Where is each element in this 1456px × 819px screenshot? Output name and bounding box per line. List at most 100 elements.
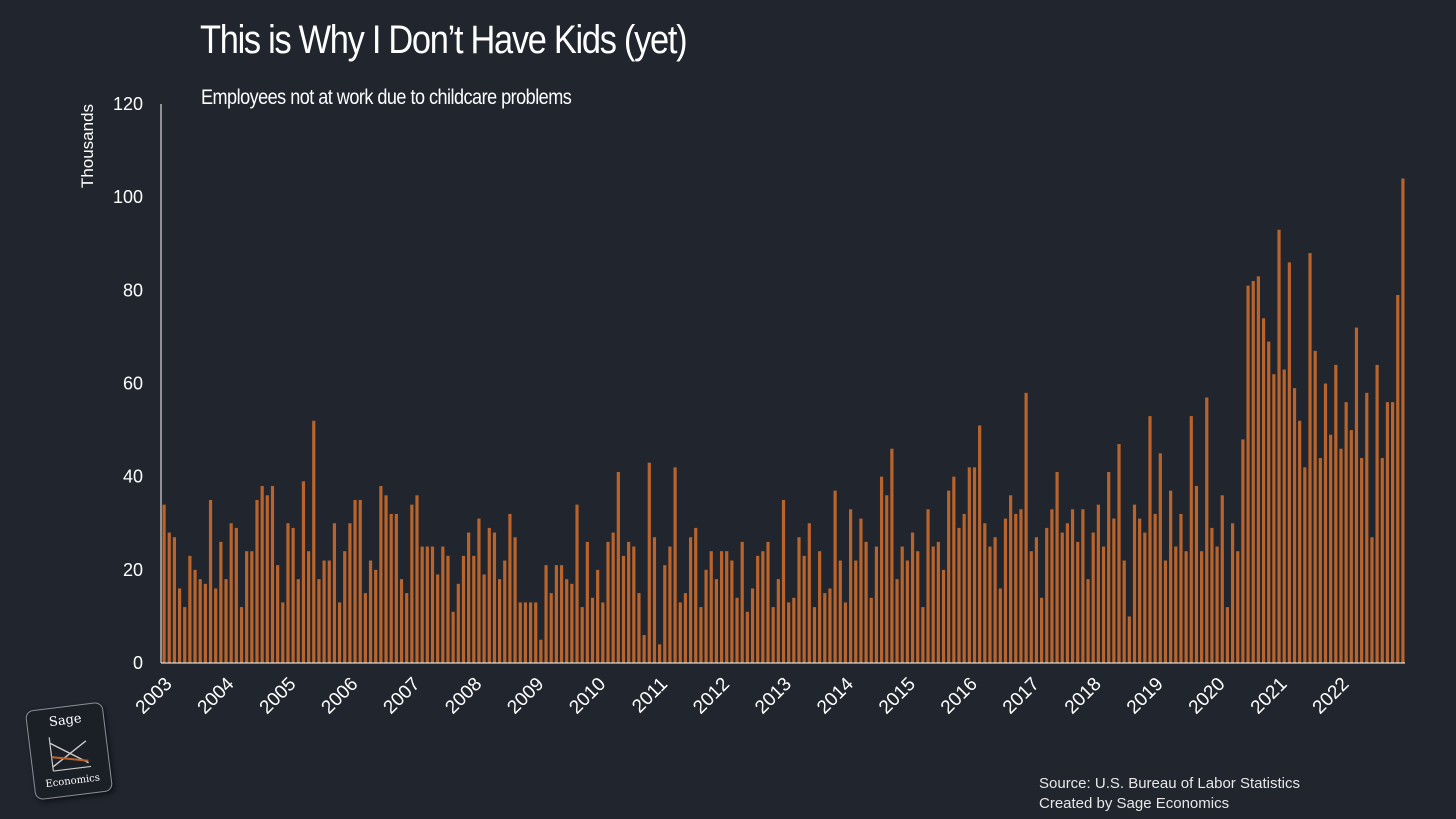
source-line: Source: U.S. Bureau of Labor Statistics xyxy=(1039,775,1300,792)
bar xyxy=(461,555,466,663)
bar xyxy=(477,518,481,663)
bar xyxy=(1107,472,1111,663)
bar xyxy=(503,560,507,663)
bar xyxy=(183,607,187,663)
bar xyxy=(1112,518,1116,663)
bar xyxy=(276,565,280,663)
bar xyxy=(756,555,760,663)
bar xyxy=(921,607,925,663)
bar xyxy=(1287,262,1291,663)
bar xyxy=(854,560,858,663)
bar xyxy=(947,490,951,663)
bar xyxy=(683,593,688,664)
bar xyxy=(694,527,698,663)
x-tick-label: 2014 xyxy=(813,673,858,718)
bar xyxy=(745,611,749,663)
y-tick-label: 80 xyxy=(123,280,143,300)
bar xyxy=(1323,383,1328,663)
x-tick-label: 2017 xyxy=(999,674,1044,719)
bar xyxy=(668,546,672,663)
bar xyxy=(931,546,935,663)
bar xyxy=(1024,392,1028,663)
bar xyxy=(1220,495,1224,663)
bar xyxy=(1122,560,1126,663)
bar xyxy=(869,597,873,663)
x-tick-label: 2009 xyxy=(503,674,548,719)
bar xyxy=(1029,551,1033,663)
y-tick-label: 20 xyxy=(123,560,143,580)
bar xyxy=(528,602,533,663)
bar xyxy=(895,579,899,663)
bar xyxy=(343,551,347,663)
bar xyxy=(358,499,362,663)
bar xyxy=(193,569,197,663)
bar xyxy=(807,523,811,663)
bar xyxy=(172,537,176,663)
bar xyxy=(1370,537,1374,663)
bar xyxy=(467,532,471,663)
bar xyxy=(957,527,961,663)
bar xyxy=(590,597,595,663)
logo-top-text: Sage xyxy=(48,711,83,731)
bar xyxy=(177,588,182,663)
bar xyxy=(1303,467,1307,663)
bar xyxy=(1225,607,1230,663)
bar xyxy=(730,560,734,663)
bar xyxy=(389,513,393,663)
bar xyxy=(410,504,414,663)
bar xyxy=(905,560,909,663)
bar xyxy=(740,541,744,663)
bar xyxy=(776,579,780,663)
x-tick-label: 2013 xyxy=(751,674,796,719)
bar xyxy=(441,546,445,663)
x-tick-label: 2003 xyxy=(132,674,177,719)
bar xyxy=(652,537,657,663)
x-tick-labels: 2003 2004 2005 2006 2007 2008 2009 2010 2011 2012… xyxy=(132,673,1354,718)
bar xyxy=(472,555,476,663)
bar xyxy=(312,420,316,663)
bar xyxy=(570,583,574,663)
x-tick-label: 2007 xyxy=(380,674,425,719)
y-tick-label: 40 xyxy=(123,467,143,487)
bar xyxy=(1163,560,1168,663)
bar xyxy=(771,607,775,663)
bar xyxy=(601,602,605,663)
bar xyxy=(1205,397,1209,663)
bar xyxy=(281,602,285,663)
bar xyxy=(1158,453,1162,664)
bar xyxy=(1391,402,1395,663)
x-tick-label: 2018 xyxy=(1061,674,1106,719)
x-tick-label: 2020 xyxy=(1185,674,1230,719)
bar xyxy=(399,579,404,663)
source-note: Source: U.S. Bureau of Labor Statistics … xyxy=(1039,774,1300,814)
bar xyxy=(714,579,718,663)
bar xyxy=(797,537,801,663)
bar xyxy=(1148,416,1152,663)
bar xyxy=(492,532,497,663)
bar xyxy=(978,425,982,663)
bar xyxy=(508,513,512,663)
bar xyxy=(270,485,275,663)
bar xyxy=(513,537,517,663)
bar xyxy=(1143,532,1147,663)
chart-title: This is Why I Don’t Have Kids (yet) xyxy=(200,18,688,62)
bar xyxy=(719,551,724,663)
bar xyxy=(1272,374,1276,663)
bar xyxy=(952,476,956,663)
bar xyxy=(972,467,977,663)
bar xyxy=(936,541,940,663)
credit-line: Created by Sage Economics xyxy=(1039,795,1230,812)
bar xyxy=(1251,281,1255,663)
bars-group xyxy=(162,178,1405,664)
bar xyxy=(1127,616,1131,663)
bar xyxy=(224,579,228,663)
bar xyxy=(208,499,213,663)
bar xyxy=(1241,439,1245,663)
bar xyxy=(1184,551,1188,663)
bar xyxy=(255,499,259,663)
bar xyxy=(611,532,615,663)
bar xyxy=(1401,178,1405,663)
bar xyxy=(1194,485,1199,663)
bar xyxy=(658,644,662,663)
x-tick-label: 2006 xyxy=(318,674,363,719)
